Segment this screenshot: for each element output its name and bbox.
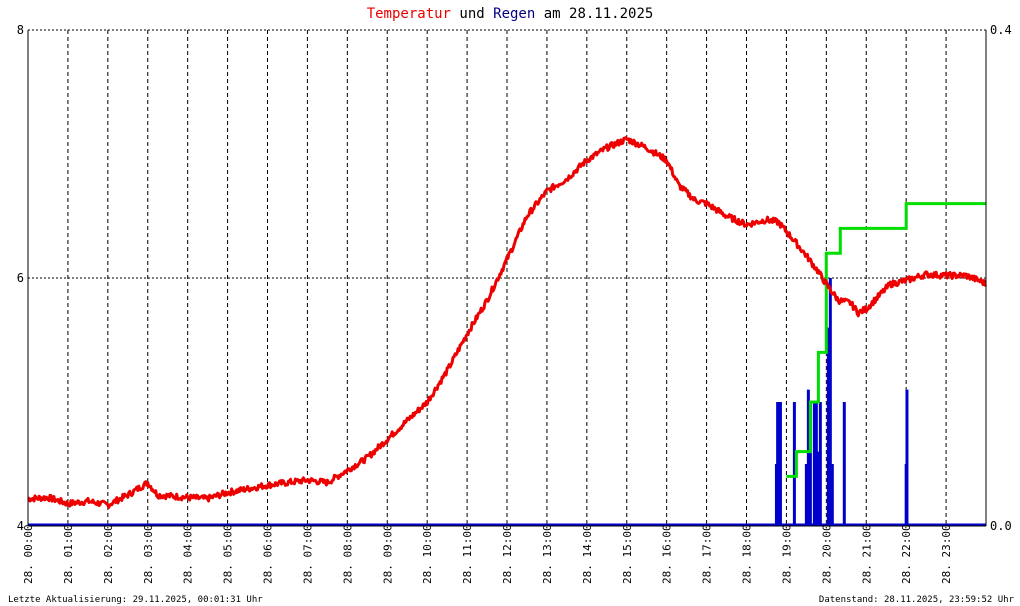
x-tick-label: 28. 21:00 [860, 524, 873, 584]
x-tick-label: 28. 08:00 [341, 524, 354, 584]
x-tick-label: 28. 10:00 [421, 524, 434, 584]
x-tick-label: 28. 02:00 [102, 524, 115, 584]
y-left-tick-label: 8 [17, 23, 24, 37]
title-regen: Regen [493, 6, 535, 22]
y-left-tick-label: 4 [17, 519, 24, 533]
x-tick-label: 28. 19:00 [780, 524, 793, 584]
x-tick-label: 28. 00:00 [22, 524, 35, 584]
rain-sum-series [786, 202, 986, 478]
chart-title: Temperatur und Regen am 28.11.2025 [367, 6, 654, 22]
x-tick-label: 28. 03:00 [142, 524, 155, 584]
x-tick-label: 28. 07:00 [301, 524, 314, 584]
x-tick-label: 28. 15:00 [621, 524, 634, 584]
rain-rate-series [28, 278, 986, 527]
x-tick-label: 28. 05:00 [222, 524, 235, 584]
y-tick-labels: 4 6 8 0.0 0.4 [17, 23, 1012, 533]
y-right-tick-label: 0.4 [990, 23, 1012, 37]
title-temperature: Temperatur [367, 6, 451, 22]
x-tick-label: 28. 12:00 [501, 524, 514, 584]
y-left-tick-label: 6 [17, 271, 24, 285]
x-tick-labels: 28. 00:00 28. 01:00 28. 02:00 28. 03:00 28. … [22, 524, 953, 584]
x-tick-label: 28. 01:00 [62, 524, 75, 584]
x-tick-label: 28. 09:00 [381, 524, 394, 584]
grid-layer [28, 29, 986, 527]
x-tick-label: 28. 23:00 [940, 524, 953, 584]
x-tick-label: 28. 11:00 [461, 524, 474, 584]
x-tick-label: 28. 22:00 [900, 524, 913, 584]
x-tick-label: 28. 16:00 [661, 524, 674, 584]
rain-sum-line [786, 202, 986, 478]
footer-data-status: Datenstand: 28.11.2025, 23:59:52 Uhr [819, 595, 1015, 605]
title-und: und [451, 6, 493, 22]
title-date: am 28.11.2025 [535, 6, 653, 22]
axes-layer [27, 30, 987, 527]
x-tick-label: 28. 14:00 [581, 524, 594, 584]
temperature-series [27, 136, 988, 509]
y-right-tick-label: 0.0 [990, 519, 1012, 533]
x-tick-label: 28. 20:00 [820, 524, 833, 584]
x-tick-label: 28. 06:00 [262, 524, 275, 584]
x-tick-label: 28. 13:00 [541, 524, 554, 584]
footer-last-update: Letzte Aktualisierung: 29.11.2025, 00:01… [8, 595, 263, 605]
x-tick-label: 28. 04:00 [182, 524, 195, 584]
temperature-line [27, 136, 988, 509]
x-tick-label: 28. 17:00 [701, 524, 714, 584]
x-tick-label: 28. 18:00 [741, 524, 754, 584]
